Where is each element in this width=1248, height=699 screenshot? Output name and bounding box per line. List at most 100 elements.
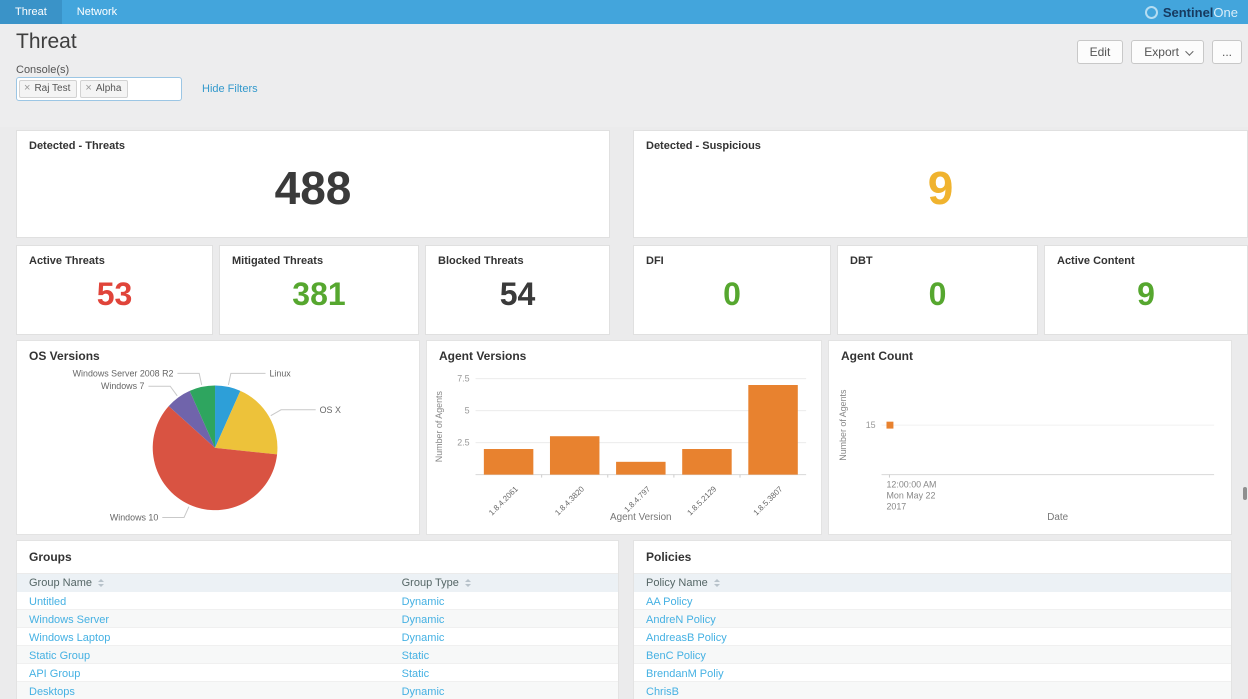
consoles-filter-input[interactable]: × Raj Test × Alpha [16,77,182,101]
y-axis-title: Number of Agents [838,389,848,461]
pie-slice-windows-10[interactable] [152,406,278,511]
metric-card-active-threats[interactable]: Active Threats 53 [16,245,213,335]
x-tick-label: 1.8.4.3820 [553,484,586,517]
policy-name-link[interactable]: AndreN Policy [646,613,716,626]
group-name-link[interactable]: Windows Server [29,613,110,626]
x-tick-label-line: Mon May 22 [886,490,935,500]
policy-name-link[interactable]: ChrisB [646,685,680,698]
consoles-filter-label: Console(s) [16,64,70,76]
table-row: Static Group Static [17,646,618,664]
brand-text-bold: Sentinel [1162,4,1214,20]
table-row: Windows Laptop Dynamic [17,628,618,646]
os-versions-panel: OS Versions Linux OS X Windows 10 Windows 7… [16,340,420,535]
group-name-link[interactable]: API Group [29,667,81,680]
column-header-policy-name[interactable]: Policy Name [634,577,1231,589]
group-name-link[interactable]: Untitled [29,595,67,608]
filter-tag-raj-test[interactable]: × Raj Test [19,80,78,98]
filter-tag-alpha[interactable]: × Alpha [80,80,129,98]
metric-card-active-content[interactable]: Active Content 9 [1044,245,1248,335]
metric-label: Active Threats [29,255,105,267]
pie-slice-windows-server-2008-r2[interactable] [189,385,216,448]
pie-label-leader-line [148,385,178,397]
groups-table-panel: Groups Group Name Group Type Untitled Dynami… [16,540,619,699]
table-header-row: Group Name Group Type [17,574,618,592]
table-cell: AndreN Policy [634,610,1231,628]
group-type-link[interactable]: Static [401,667,430,680]
column-header-label: Policy Name [646,577,708,589]
table-row: AndreasB Policy [634,628,1231,646]
bar-1-8-5-2129[interactable] [682,449,732,475]
y-tick-label: 2.5 [457,438,469,448]
bar-1-8-4-3820[interactable] [549,436,600,475]
y-tick-label: 7.5 [457,374,469,384]
export-button[interactable]: Export [1131,40,1204,64]
vertical-scrollbar-thumb[interactable] [1243,487,1247,500]
pie-label-leader-line [162,506,190,518]
table-cell: ChrisB [634,682,1231,699]
table-cell: AA Policy [634,592,1231,610]
metric-label: DBT [850,255,873,267]
metric-card-dfi[interactable]: DFI 0 [633,245,831,335]
metric-card-detected-threats[interactable]: Detected - Threats 488 [16,130,610,238]
page-header: Threat Edit Export ... Console(s) × Raj T… [0,24,1248,127]
bar-1-8-4-2061[interactable] [483,449,534,475]
group-type-link[interactable]: Dynamic [401,613,445,626]
os-versions-pie-chart: Linux OS X Windows 10 Windows 7 Windows Serv… [73,368,341,522]
pie-slice-linux[interactable] [215,385,241,448]
policy-name-link[interactable]: BrendanM Poliy [646,667,724,680]
pie-slice-windows-7[interactable] [168,390,216,448]
column-header-group-name[interactable]: Group Name [17,577,390,589]
chevron-down-icon [1185,47,1194,56]
pie-slice-label: Windows 7 [101,381,145,391]
metric-card-dbt[interactable]: DBT 0 [837,245,1038,335]
column-header-label: Group Name [29,577,92,589]
group-type-link[interactable]: Dynamic [401,685,445,698]
y-tick-label: 15 [866,420,876,430]
group-type-link[interactable]: Static [401,649,430,662]
remove-tag-icon[interactable]: × [85,82,92,94]
tab-threat[interactable]: Threat [0,0,62,24]
edit-button[interactable]: Edit [1076,40,1124,64]
table-cell: Windows Laptop [17,628,390,646]
sort-icon[interactable] [713,579,720,587]
pie-slice-label: Linux [269,368,291,378]
group-name-link[interactable]: Static Group [29,649,91,662]
metric-value: 9 [1137,275,1155,312]
group-name-link[interactable]: Windows Laptop [29,631,111,644]
group-name-link[interactable]: Desktops [29,685,75,698]
bar-1-8-4-797[interactable] [616,461,666,475]
policy-name-link[interactable]: AA Policy [646,595,693,608]
bar-1-8-5-3807[interactable] [748,385,798,475]
sort-icon[interactable] [97,579,104,587]
column-header-group-type[interactable]: Group Type [390,577,618,589]
data-point[interactable] [886,421,894,429]
table-cell: Untitled [17,592,390,610]
agent-versions-panel: Agent Versions 2.5 5 7.5 1.8.4.2061 1.8.4.38… [426,340,822,535]
tab-network[interactable]: Network [76,6,118,18]
pie-label-leader-line [227,372,266,386]
x-tick-label: 1.8.5.3807 [752,485,785,518]
metric-card-detected-suspicious[interactable]: Detected - Suspicious 9 [633,130,1248,238]
agent-count-panel: Agent Count 15 12:00:00 AM Mon May 22 2017 D… [828,340,1232,535]
metric-card-blocked-threats[interactable]: Blocked Threats 54 [425,245,610,335]
hide-filters-link[interactable]: Hide Filters [202,83,258,95]
more-options-button[interactable]: ... [1211,40,1242,64]
policy-name-link[interactable]: AndreasB Policy [646,631,727,644]
metric-card-mitigated-threats[interactable]: Mitigated Threats 381 [219,245,419,335]
policies-table-panel: Policies Policy Name AA Policy AndreN Polic… [633,540,1232,699]
sentinelone-logo[interactable]: Sentinel One [1144,0,1238,24]
table-cell: Windows Server [17,610,390,628]
pie-label-leader-line [177,372,203,386]
sort-icon[interactable] [464,579,471,587]
x-tick-label-line: 12:00:00 AM [886,479,936,489]
table-row: API Group Static [17,664,618,682]
pie-slice-os-x[interactable] [215,390,278,455]
remove-tag-icon[interactable]: × [24,82,31,94]
filter-row: × Raj Test × Alpha Hide Filters [16,77,258,101]
x-tick-label-line: 2017 [886,501,906,511]
group-type-link[interactable]: Dynamic [401,595,445,608]
policy-name-link[interactable]: BenC Policy [646,649,706,662]
group-type-link[interactable]: Dynamic [401,631,445,644]
metric-value: 0 [723,275,741,312]
